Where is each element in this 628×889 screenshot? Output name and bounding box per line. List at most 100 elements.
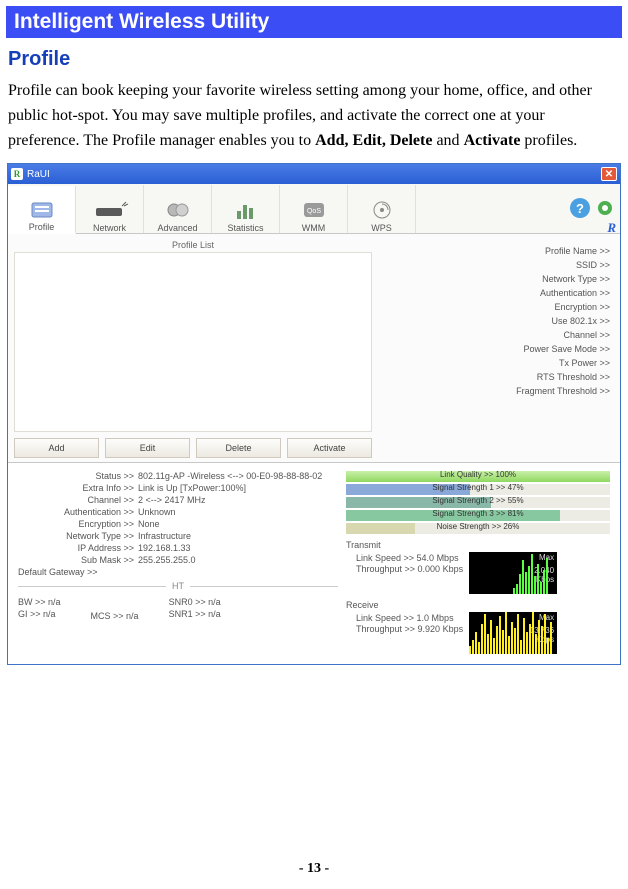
- transmit-title: Transmit: [346, 540, 610, 550]
- detail-label: Channel >>: [563, 330, 610, 340]
- detail-label: RTS Threshold >>: [537, 372, 610, 382]
- status-value: Infrastructure: [138, 531, 191, 541]
- link-quality-bar: Link Quality >> 100%: [346, 471, 610, 482]
- activate-button[interactable]: Activate: [287, 438, 372, 458]
- ht-snr1: SNR1 >> n/a: [169, 609, 221, 619]
- detail-row: Authentication >>: [378, 288, 610, 298]
- svg-text:QoS: QoS: [306, 208, 320, 215]
- tab-label: WPS: [371, 223, 392, 233]
- status-label: Default Gateway >>: [18, 567, 102, 577]
- status-label: Network Type >>: [18, 531, 138, 541]
- bar-label: Noise Strength >> 26%: [346, 522, 610, 531]
- ht-mcs: MCS >> n/a: [91, 611, 139, 621]
- detail-label: Fragment Threshold >>: [516, 386, 610, 396]
- detail-row: Use 802.1x >>: [378, 316, 610, 326]
- tab-label: Network: [93, 223, 126, 233]
- tab-profile[interactable]: Profile: [8, 186, 76, 234]
- statistics-icon: [233, 197, 259, 223]
- signal2-bar: Signal Strength 2 >> 55%: [346, 497, 610, 508]
- section-heading: Profile: [6, 48, 622, 71]
- tx-graph: Max 2.040 Kbps: [469, 552, 557, 594]
- status-label: IP Address >>: [18, 543, 138, 553]
- toolbar: Profile Network Advanced Statistics QoS …: [8, 184, 620, 234]
- detail-label: Power Save Mode >>: [523, 344, 610, 354]
- tab-statistics[interactable]: Statistics: [212, 185, 280, 233]
- detail-row: Tx Power >>: [378, 358, 610, 368]
- tab-advanced[interactable]: Advanced: [144, 185, 212, 233]
- window-title: RaUI: [27, 169, 50, 180]
- network-icon: [90, 197, 130, 223]
- edit-button[interactable]: Edit: [105, 438, 190, 458]
- detail-row: Encryption >>: [378, 302, 610, 312]
- app-window: R RaUI ✕ Profile Network Advanced: [7, 163, 621, 665]
- body-text: Profile can book keeping your favorite w…: [6, 79, 622, 163]
- tab-label: Profile: [29, 222, 55, 232]
- body-mid: and: [432, 132, 463, 149]
- detail-row: Power Save Mode >>: [378, 344, 610, 354]
- add-button[interactable]: Add: [14, 438, 99, 458]
- rx-linkspeed: Link Speed >> 1.0 Mbps: [356, 613, 463, 623]
- tx-throughput: Throughput >> 0.000 Kbps: [356, 564, 463, 574]
- tab-wps[interactable]: WPS: [348, 185, 416, 233]
- detail-label: Profile Name >>: [545, 246, 610, 256]
- status-value: 2 <--> 2417 MHz: [138, 495, 206, 505]
- profile-icon: [29, 196, 55, 222]
- tab-label: Advanced: [157, 223, 197, 233]
- noise-bar: Noise Strength >> 26%: [346, 523, 610, 534]
- status-label: Authentication >>: [18, 507, 138, 517]
- app-icon: R: [11, 168, 23, 180]
- body-post: profiles.: [520, 132, 577, 149]
- detail-row: RTS Threshold >>: [378, 372, 610, 382]
- detail-row: Fragment Threshold >>: [378, 386, 610, 396]
- detail-row: SSID >>: [378, 260, 610, 270]
- wps-icon: [369, 197, 395, 223]
- tab-network[interactable]: Network: [76, 185, 144, 233]
- body-bold: Add, Edit, Delete: [315, 132, 432, 149]
- detail-label: Use 802.1x >>: [551, 316, 610, 326]
- bar-label: Signal Strength 2 >> 55%: [346, 496, 610, 505]
- tx-linkspeed: Link Speed >> 54.0 Mbps: [356, 553, 463, 563]
- status-value: Link is Up [TxPower:100%]: [138, 483, 246, 493]
- delete-button[interactable]: Delete: [196, 438, 281, 458]
- detail-label: Network Type >>: [542, 274, 610, 284]
- page-title-bar: Intelligent Wireless Utility: [6, 6, 622, 38]
- profile-list[interactable]: [14, 252, 372, 432]
- receive-title: Receive: [346, 600, 610, 610]
- close-button[interactable]: ✕: [601, 167, 617, 181]
- wmm-icon: QoS: [300, 197, 328, 223]
- detail-row: Profile Name >>: [378, 246, 610, 256]
- rx-graph: Max 13.736 Kbps: [469, 612, 557, 654]
- ht-bw: BW >> n/a: [18, 597, 61, 607]
- signal3-bar: Signal Strength 3 >> 81%: [346, 510, 610, 521]
- status-value: Unknown: [138, 507, 176, 517]
- detail-row: Network Type >>: [378, 274, 610, 284]
- status-value: 255.255.255.0: [138, 555, 196, 565]
- detail-label: Tx Power >>: [559, 358, 610, 368]
- brand-logo: R: [607, 220, 616, 236]
- tab-wmm[interactable]: QoS WMM: [280, 185, 348, 233]
- bar-label: Link Quality >> 100%: [346, 470, 610, 479]
- status-label: Extra Info >>: [18, 483, 138, 493]
- status-label: Sub Mask >>: [18, 555, 138, 565]
- body-bold2: Activate: [464, 132, 521, 149]
- status-label: Channel >>: [18, 495, 138, 505]
- status-value: None: [138, 519, 160, 529]
- detail-label: Authentication >>: [540, 288, 610, 298]
- tab-label: Statistics: [227, 223, 263, 233]
- rx-throughput: Throughput >> 9.920 Kbps: [356, 624, 463, 634]
- radio-icon[interactable]: [596, 199, 614, 217]
- ht-label: HT: [166, 581, 190, 591]
- status-value: 192.168.1.33: [138, 543, 191, 553]
- advanced-icon: [164, 197, 192, 223]
- help-icon[interactable]: ?: [570, 198, 590, 218]
- page-number: - 13 -: [0, 861, 628, 877]
- status-value: 802.11g-AP -Wireless <--> 00-E0-98-88-88…: [138, 471, 322, 481]
- detail-label: Encryption >>: [554, 302, 610, 312]
- ht-gi: GI >> n/a: [18, 609, 61, 619]
- tab-label: WMM: [302, 223, 326, 233]
- status-label: Encryption >>: [18, 519, 138, 529]
- window-titlebar: R RaUI ✕: [8, 164, 620, 184]
- status-label: Status >>: [18, 471, 138, 481]
- ht-snr0: SNR0 >> n/a: [169, 597, 221, 607]
- bar-label: Signal Strength 3 >> 81%: [346, 509, 610, 518]
